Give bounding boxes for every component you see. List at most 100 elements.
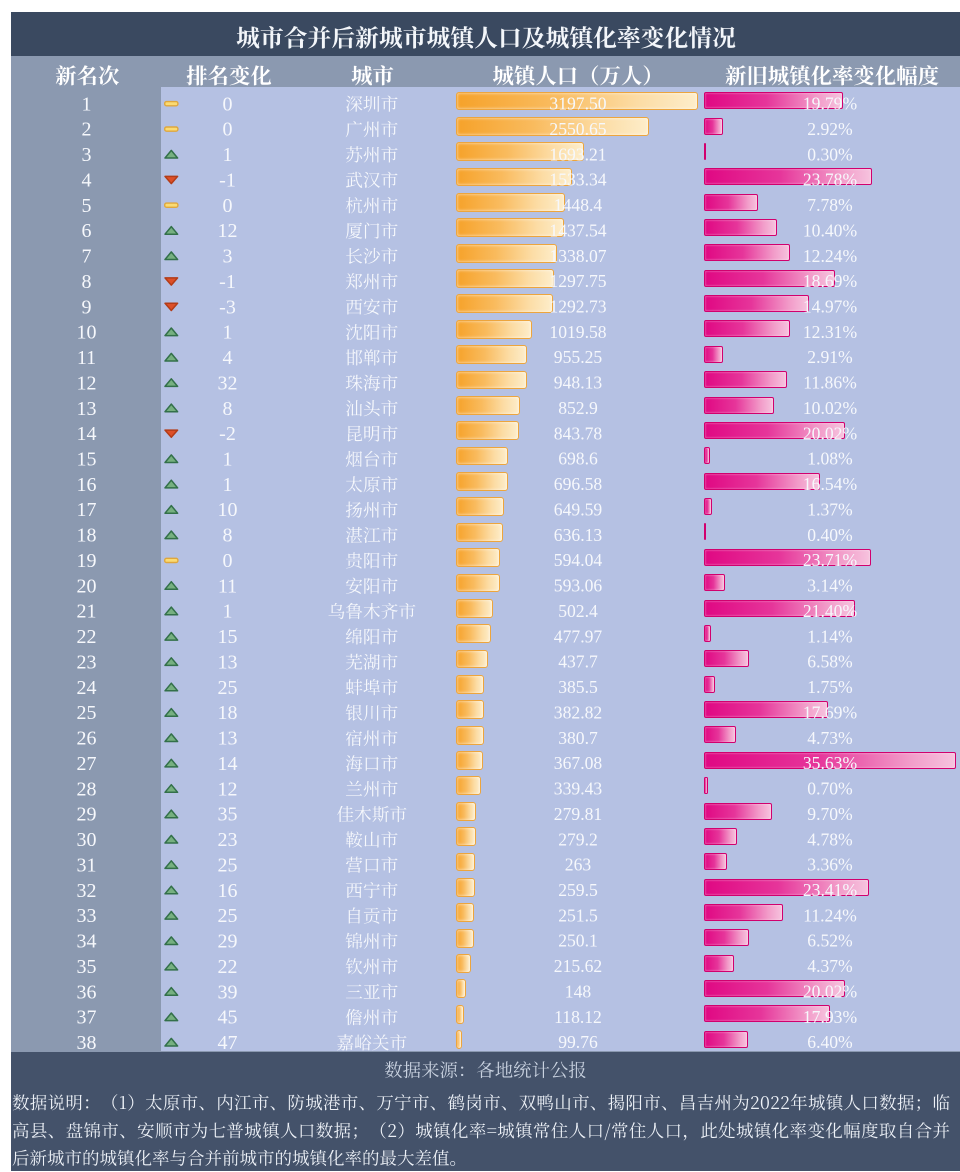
- svg-text:2.91%: 2.91%: [807, 347, 853, 367]
- svg-text:594.04: 594.04: [554, 550, 603, 570]
- svg-text:385.5: 385.5: [558, 677, 598, 697]
- svg-text:20.02%: 20.02%: [803, 982, 858, 1002]
- svg-text:34: 34: [77, 931, 97, 953]
- svg-text:0: 0: [223, 119, 233, 141]
- svg-text:1338.07: 1338.07: [549, 246, 606, 266]
- svg-text:25: 25: [77, 702, 97, 724]
- svg-text:3.36%: 3.36%: [807, 855, 853, 875]
- svg-text:1: 1: [223, 144, 233, 166]
- svg-text:-1: -1: [219, 271, 236, 293]
- svg-text:4.37%: 4.37%: [807, 956, 853, 976]
- svg-text:17.93%: 17.93%: [803, 1007, 858, 1027]
- svg-text:843.78: 843.78: [554, 423, 603, 443]
- svg-text:25: 25: [218, 854, 238, 876]
- svg-text:3197.50: 3197.50: [549, 94, 606, 114]
- svg-text:0.70%: 0.70%: [807, 779, 853, 799]
- svg-text:35: 35: [77, 956, 97, 978]
- svg-text:12: 12: [218, 778, 238, 800]
- svg-text:22: 22: [77, 626, 97, 648]
- svg-text:118.12: 118.12: [554, 1007, 602, 1027]
- svg-text:2550.65: 2550.65: [549, 119, 606, 139]
- svg-text:21: 21: [77, 601, 97, 623]
- svg-text:12.24%: 12.24%: [803, 246, 858, 266]
- svg-text:0: 0: [223, 93, 233, 115]
- svg-text:1297.75: 1297.75: [549, 271, 606, 291]
- svg-text:15: 15: [218, 626, 238, 648]
- svg-text:0.40%: 0.40%: [807, 525, 853, 545]
- svg-text:1.14%: 1.14%: [807, 626, 853, 646]
- svg-text:259.5: 259.5: [558, 880, 598, 900]
- svg-text:3: 3: [223, 246, 233, 268]
- svg-text:11.24%: 11.24%: [803, 905, 857, 925]
- svg-text:13: 13: [218, 652, 238, 674]
- svg-text:593.06: 593.06: [554, 576, 603, 596]
- svg-text:2: 2: [82, 119, 92, 141]
- svg-text:15: 15: [77, 449, 97, 471]
- svg-text:4: 4: [82, 169, 92, 191]
- svg-text:20: 20: [77, 575, 97, 597]
- svg-text:0: 0: [223, 195, 233, 217]
- svg-text:29: 29: [218, 931, 238, 953]
- svg-text:31: 31: [77, 854, 97, 876]
- svg-text:-1: -1: [219, 169, 236, 191]
- svg-text:3.14%: 3.14%: [807, 576, 853, 596]
- svg-text:-3: -3: [219, 296, 236, 318]
- svg-text:696.58: 696.58: [554, 474, 603, 494]
- svg-text:29: 29: [77, 804, 97, 826]
- svg-text:852.9: 852.9: [558, 398, 598, 418]
- svg-text:279.2: 279.2: [558, 829, 598, 849]
- svg-text:30: 30: [77, 829, 97, 851]
- svg-text:8: 8: [223, 525, 233, 547]
- svg-text:0: 0: [223, 550, 233, 572]
- svg-text:11.86%: 11.86%: [803, 373, 857, 393]
- svg-text:7.78%: 7.78%: [807, 195, 853, 215]
- svg-text:11: 11: [218, 575, 237, 597]
- svg-text:380.7: 380.7: [558, 728, 598, 748]
- svg-text:14.97%: 14.97%: [803, 297, 858, 317]
- svg-text:251.5: 251.5: [558, 905, 598, 925]
- svg-text:1437.54: 1437.54: [549, 220, 606, 240]
- svg-text:23.41%: 23.41%: [803, 880, 858, 900]
- svg-text:19.79%: 19.79%: [803, 94, 858, 114]
- svg-text:1019.58: 1019.58: [549, 322, 606, 342]
- svg-text:250.1: 250.1: [558, 931, 598, 951]
- svg-text:10.02%: 10.02%: [803, 398, 858, 418]
- svg-text:-2: -2: [219, 423, 236, 445]
- svg-text:14: 14: [218, 753, 238, 775]
- svg-text:8: 8: [223, 398, 233, 420]
- svg-text:23.71%: 23.71%: [803, 550, 858, 570]
- svg-text:16.54%: 16.54%: [803, 474, 858, 494]
- svg-text:14: 14: [77, 423, 97, 445]
- svg-text:6.40%: 6.40%: [807, 1032, 853, 1052]
- svg-text:4: 4: [223, 347, 233, 369]
- svg-text:10: 10: [218, 499, 238, 521]
- svg-text:1533.34: 1533.34: [549, 170, 606, 190]
- svg-text:23.78%: 23.78%: [803, 170, 858, 190]
- svg-text:13: 13: [77, 398, 97, 420]
- svg-text:649.59: 649.59: [554, 500, 603, 520]
- svg-text:279.81: 279.81: [554, 804, 602, 824]
- svg-text:9.70%: 9.70%: [807, 804, 853, 824]
- svg-text:5: 5: [82, 195, 92, 217]
- svg-text:21.40%: 21.40%: [803, 601, 858, 621]
- svg-text:18.69%: 18.69%: [803, 271, 858, 291]
- svg-text:37: 37: [77, 1007, 97, 1029]
- svg-text:12.31%: 12.31%: [803, 322, 858, 342]
- svg-text:32: 32: [77, 880, 97, 902]
- svg-text:8: 8: [82, 271, 92, 293]
- svg-text:1.75%: 1.75%: [807, 677, 853, 697]
- svg-text:1: 1: [223, 449, 233, 471]
- svg-text:32: 32: [218, 372, 238, 394]
- svg-text:7: 7: [82, 246, 92, 268]
- svg-text:1: 1: [223, 601, 233, 623]
- svg-text:19: 19: [77, 550, 97, 572]
- svg-text:148: 148: [565, 982, 592, 1002]
- svg-text:0.30%: 0.30%: [807, 144, 853, 164]
- svg-text:215.62: 215.62: [554, 956, 602, 976]
- svg-text:10.40%: 10.40%: [803, 220, 858, 240]
- svg-text:6: 6: [82, 220, 92, 242]
- svg-text:12: 12: [77, 372, 97, 394]
- svg-text:698.6: 698.6: [558, 449, 598, 469]
- svg-text:20.02%: 20.02%: [803, 423, 858, 443]
- svg-text:1693.21: 1693.21: [549, 144, 606, 164]
